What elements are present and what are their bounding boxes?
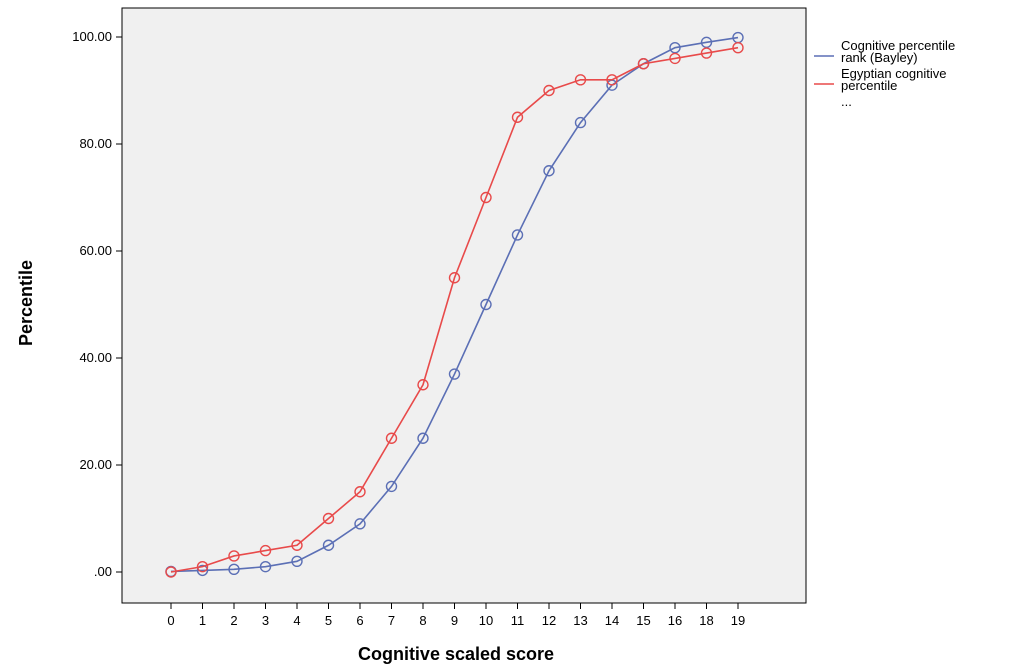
data-point xyxy=(732,42,744,54)
data-point xyxy=(543,165,555,177)
x-axis: 0 1 2 3 4 5 6 7 8 9 10 11 12 13 14 15 16 18 19 xyxy=(167,603,745,628)
data-point xyxy=(543,84,555,97)
data-point xyxy=(700,47,713,59)
x-tick-label: 5 xyxy=(325,613,332,628)
data-point xyxy=(228,563,240,576)
data-point xyxy=(291,555,303,567)
x-tick-label: 14 xyxy=(605,613,619,628)
data-point xyxy=(165,566,177,578)
legend-label: Cognitive percentile xyxy=(841,38,955,53)
x-tick-label: 0 xyxy=(167,613,174,628)
data-point xyxy=(669,52,681,65)
series-layer xyxy=(165,31,744,578)
y-tick-label: .00 xyxy=(94,564,112,579)
y-tick-label: 20.00 xyxy=(79,457,112,472)
x-tick-label: 10 xyxy=(479,613,493,628)
x-tick-label: 2 xyxy=(230,613,237,628)
data-point xyxy=(385,480,398,493)
data-point xyxy=(511,229,524,241)
x-tick-label: 8 xyxy=(419,613,426,628)
data-point xyxy=(228,550,240,562)
x-axis-title: Cognitive scaled score xyxy=(358,644,554,664)
legend-label: rank (Bayley) xyxy=(841,50,918,65)
x-tick-label: 4 xyxy=(293,613,300,628)
y-axis: .00 20.00 40.00 60.00 80.00 100.00 xyxy=(72,29,122,579)
x-tick-label: 6 xyxy=(356,613,363,628)
data-point xyxy=(322,512,335,525)
data-point xyxy=(196,564,209,577)
data-point xyxy=(259,544,272,557)
data-point xyxy=(448,368,461,380)
data-point xyxy=(322,539,335,551)
plot-area xyxy=(121,7,807,604)
x-tick-label: 11 xyxy=(511,613,525,628)
data-point xyxy=(448,272,461,284)
x-tick-label: 19 xyxy=(731,613,745,628)
data-point xyxy=(511,111,524,123)
x-tick-label: 3 xyxy=(262,613,269,628)
data-point xyxy=(637,58,650,70)
data-point xyxy=(354,518,366,530)
data-point xyxy=(574,74,587,86)
x-tick-label: 7 xyxy=(388,613,395,628)
data-point xyxy=(574,116,587,129)
data-point xyxy=(259,560,272,573)
data-point xyxy=(291,539,303,551)
data-point xyxy=(196,560,209,573)
series-1 xyxy=(165,42,744,578)
data-point xyxy=(480,298,492,311)
y-tick-label: 100.00 xyxy=(72,29,112,44)
legend-more: ... xyxy=(841,94,852,109)
y-tick-label: 40.00 xyxy=(79,350,112,365)
data-point xyxy=(354,486,366,498)
y-tick-label: 60.00 xyxy=(79,243,112,258)
x-tick-label: 12 xyxy=(542,613,556,628)
x-tick-label: 15 xyxy=(636,613,650,628)
data-point xyxy=(417,432,429,444)
data-point xyxy=(417,379,429,391)
data-point xyxy=(700,36,713,49)
legend-label: percentile xyxy=(841,78,897,93)
series-line xyxy=(170,46,739,573)
data-point xyxy=(606,74,618,86)
x-tick-label: 16 xyxy=(668,613,682,628)
y-axis-title: Percentile xyxy=(16,260,36,346)
y-tick-label: 80.00 xyxy=(79,136,112,151)
x-tick-label: 9 xyxy=(451,613,458,628)
x-tick-label: 18 xyxy=(699,613,713,628)
data-point xyxy=(480,191,492,204)
data-point xyxy=(385,432,398,444)
x-tick-label: 13 xyxy=(573,613,587,628)
legend-label: Egyptian cognitive xyxy=(841,66,947,81)
x-tick-label: 1 xyxy=(199,613,206,628)
data-point xyxy=(669,42,681,54)
